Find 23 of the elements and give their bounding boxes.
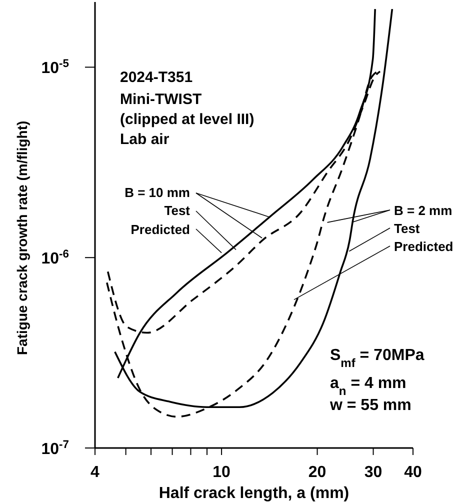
y-tick-label: 10$^{-6}$ <box>41 248 69 268</box>
annotation: w = 55 mm <box>329 397 412 414</box>
annotation: Test <box>164 203 191 218</box>
y-tick-label: 10$^{-7}$ <box>41 439 69 458</box>
y-tick-label: 10$^{-5}$ <box>41 58 69 78</box>
annotation: Test <box>394 221 420 236</box>
x-tick-label: 4 <box>90 464 100 481</box>
annotation: Mini-TWIST <box>120 91 202 108</box>
x-tick-label: 20 <box>308 464 326 481</box>
annotation: Predicted <box>394 239 454 254</box>
x-tick-label: 40 <box>404 464 422 481</box>
x-tick-label: 30 <box>364 464 382 481</box>
y-axis-title: Fatigue crack growth rate (m/flight) <box>14 120 30 355</box>
annotation: B = 2 mm <box>394 203 452 218</box>
annotation: a$_{n}$ = 4 mm <box>330 375 406 398</box>
annotation: B = 10 mm <box>124 185 190 200</box>
annotation: Predicted <box>130 222 190 237</box>
annotation: Lab air <box>120 131 170 148</box>
annotation: (clipped at level III) <box>120 111 254 128</box>
x-tick-label: 10 <box>212 464 231 481</box>
annotation: S$_{mf}$ = 70MPa <box>330 347 424 370</box>
annotation: 2024-T351 <box>120 69 193 86</box>
x-axis-title: Half crack length, a (mm) <box>158 485 350 502</box>
